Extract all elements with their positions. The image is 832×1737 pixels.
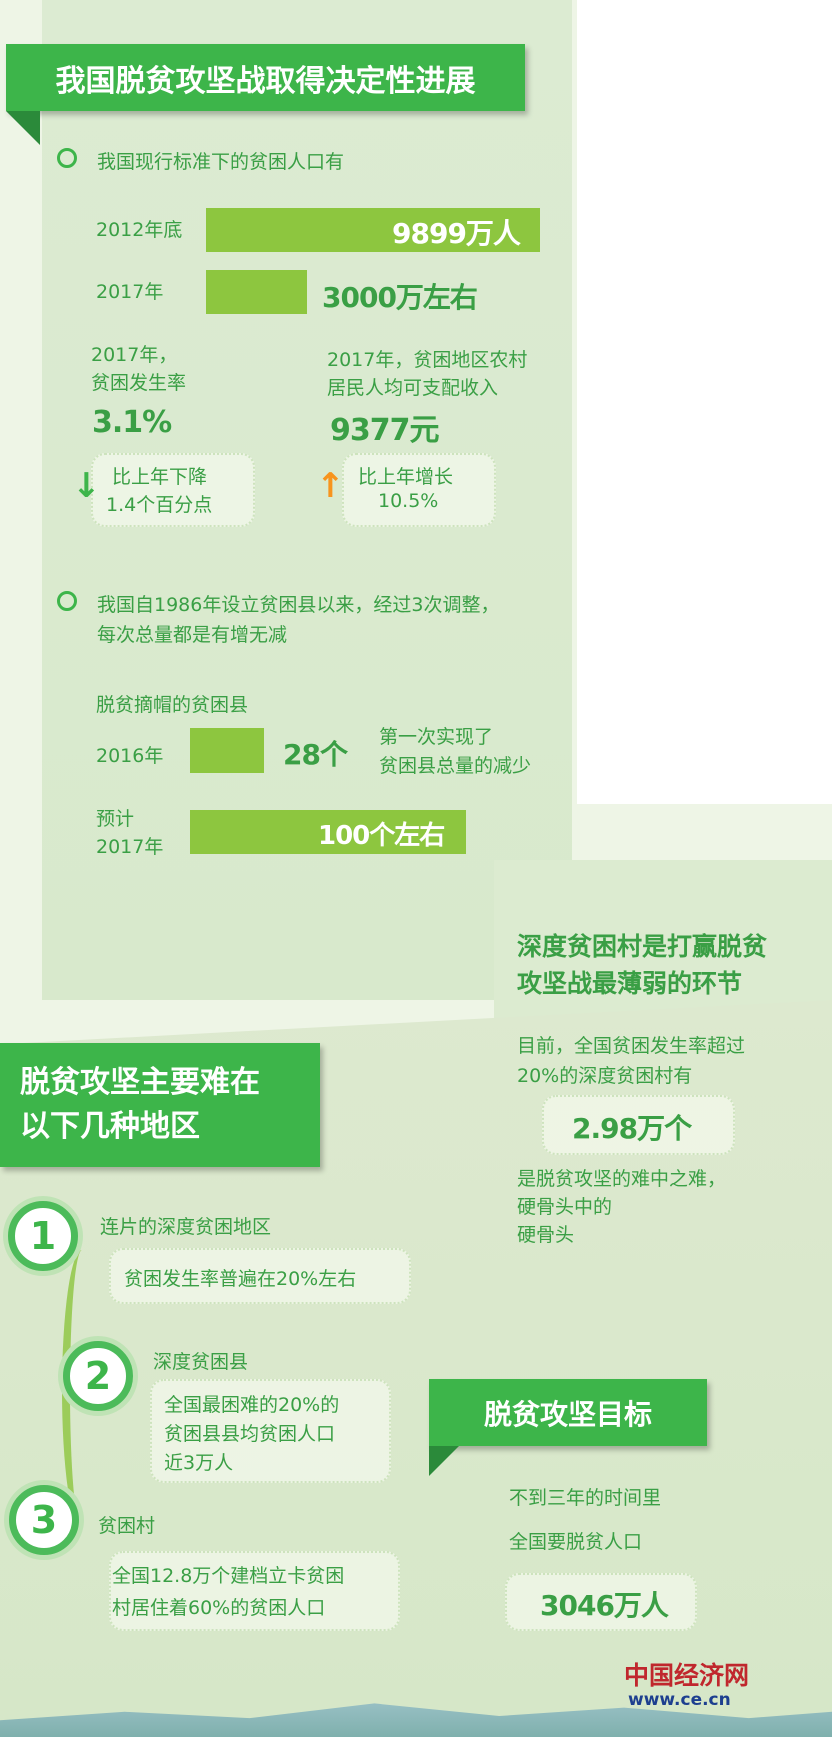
rate-change-line1: 比上年下降 [112,466,208,488]
area3-box [109,1551,400,1631]
area1-line1: 贫困发生率普遍在20%左右 [124,1268,357,1290]
section2-value: 2.98万个 [572,1112,692,1145]
county-label-2017-line1: 预计 [96,808,135,830]
area3-line2: 村居住着60%的贫困人口 [112,1597,326,1619]
section2-text-line1: 目前，全国贫困发生率超过 [517,1035,746,1057]
rate-line1: 2017年， [91,344,178,366]
section4-value-box [505,1573,697,1631]
section4-line1: 不到三年的时间里 [509,1487,662,1509]
section4-value: 3046万人 [540,1589,669,1622]
section3-title-line2: 以下几种地区 [20,1109,200,1144]
logo-url[interactable]: www.ce.cn [628,1690,731,1710]
arrow-up-icon: ↑ [316,466,345,506]
income-change-line2: 10.5% [378,490,439,512]
income-change-line1: 比上年增长 [358,466,454,488]
area2-title: 深度贫困县 [153,1351,249,1373]
number-badge-3: 3 [9,1485,79,1555]
income-line2: 居民人均可支配收入 [327,377,499,399]
income-value: 9377元 [330,413,439,448]
banner-fold [6,111,40,145]
section2-after-line2: 硬骨头中的 [517,1196,613,1218]
county-note-line1: 第一次实现了 [379,726,494,748]
section2-after-line1: 是脱贫攻坚的难中之难， [517,1168,727,1190]
area3-title: 贫困村 [98,1515,156,1537]
bar-label-2017: 2017年 [96,281,164,303]
rate-change-box [91,453,255,527]
background-white-area [577,0,832,804]
bar-2012 [206,208,540,252]
number-badge-1: 1 [8,1201,78,1271]
section2-after-line3: 硬骨头 [517,1224,575,1246]
point1-text: 我国现行标准下的贫困人口有 [97,151,345,173]
section4-title: 脱贫攻坚目标 [483,1397,652,1431]
county-value-2017: 100个左右 [318,821,445,851]
area3-line1: 全国12.8万个建档立卡贫困 [112,1565,345,1587]
rate-line2: 贫困发生率 [91,372,187,394]
county-label-2017-line2: 2017年 [96,836,164,858]
bar-value-2017: 3000万左右 [322,281,478,314]
area1-title: 连片的深度贫困地区 [100,1216,272,1238]
bar-label-2012: 2012年底 [96,219,183,241]
county-note-line2: 贫困县总量的减少 [379,755,532,777]
section3-title-line1: 脱贫攻坚主要难在 [20,1065,260,1100]
income-change-box [342,453,496,527]
section1-title-banner: 我国脱贫攻坚战取得决定性进展 [6,44,525,111]
section3-title-banner: 脱贫攻坚主要难在 以下几种地区 [0,1043,320,1167]
bullet-icon [57,148,77,168]
area2-box [150,1379,391,1483]
section2-title-line2: 攻坚战最薄弱的环节 [517,969,743,998]
point2-line1: 我国自1986年设立贫困县以来，经过3次调整， [97,594,500,616]
county-bar-2017 [190,810,466,854]
area1-box [109,1248,411,1304]
section2-text-line2: 20%的深度贫困村有 [517,1065,693,1087]
rate-value: 3.1% [92,405,172,440]
rate-change-line2: 1.4个百分点 [106,494,213,516]
area2-line1: 全国最困难的20%的 [164,1394,340,1416]
county-label-2016: 2016年 [96,745,164,767]
point2-line2: 每次总量都是有增无减 [97,624,288,646]
county-bar-2016 [190,728,264,773]
section2-title-line1: 深度贫困村是打赢脱贫 [517,932,768,961]
section4-title-banner: 脱贫攻坚目标 [429,1379,707,1446]
section2-value-box [542,1095,735,1155]
area2-line3: 近3万人 [164,1452,234,1474]
logo-name[interactable]: 中国经济网 [624,1661,750,1690]
number-badge-2: 2 [63,1341,133,1411]
county-value-2016: 28个 [283,738,348,771]
area2-line2: 贫困县县均贫困人口 [164,1423,336,1445]
income-line1: 2017年，贫困地区农村 [327,349,528,371]
bar-2017 [206,270,307,314]
section4-line2: 全国要脱贫人口 [509,1531,643,1553]
county-heading: 脱贫摘帽的贫困县 [96,694,249,716]
section1-title: 我国脱贫攻坚战取得决定性进展 [55,63,476,99]
banner-fold [429,1446,459,1476]
bullet-icon [57,591,77,611]
arrow-down-icon: ↓ [72,466,101,506]
bar-value-2012: 9899万人 [392,217,521,250]
